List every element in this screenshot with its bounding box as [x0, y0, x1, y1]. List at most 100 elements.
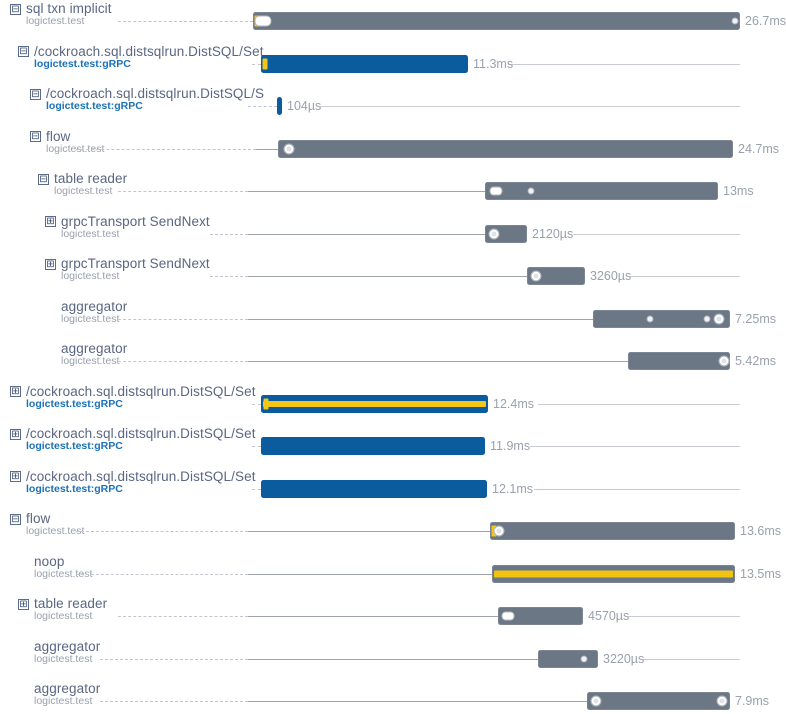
connector-dashed: [76, 148, 256, 150]
span-label-block: ⊟ flow logictest.test: [30, 129, 105, 155]
span-row[interactable]: ⊞ /cockroach.sql.distsqlrun.DistSQL/Set lo…: [0, 425, 786, 468]
span-row[interactable]: ⊞ /cockroach.sql.distsqlrun.DistSQL/Set lo…: [0, 383, 786, 426]
connector-dashed: [248, 106, 277, 107]
span-operation-line: ⊟ /cockroach.sql.distsqlrun.DistSQL/S: [30, 86, 264, 101]
connector-tail: [508, 63, 740, 65]
span-marker[interactable]: [493, 525, 505, 537]
span-marker[interactable]: [718, 355, 730, 367]
span-label-block: ⊟ table reader logictest.test: [38, 171, 127, 197]
span-duration-label: 26.7ms: [745, 14, 786, 28]
span-duration-bar[interactable]: [278, 139, 733, 158]
span-row[interactable]: ⊟ flow logictest.test 13.6ms: [0, 510, 786, 553]
span-row[interactable]: ⊟ /cockroach.sql.distsqlrun.DistSQL/S logi…: [0, 85, 786, 128]
span-marker[interactable]: [263, 398, 269, 409]
span-row[interactable]: ⊞ grpcTransport SendNext logictest.test 212…: [0, 213, 786, 256]
span-marker[interactable]: [488, 228, 500, 239]
toggle-spacer: [45, 344, 56, 355]
span-duration-bar[interactable]: [261, 54, 468, 73]
span-marker[interactable]: [283, 143, 295, 154]
connector-dashed: [252, 488, 261, 490]
span-operation-name: grpcTransport SendNext: [61, 213, 210, 229]
span-marker[interactable]: [530, 270, 542, 282]
span-service-name: logictest.test:gRPC: [26, 482, 123, 495]
connector-dashed: [118, 616, 248, 617]
span-row[interactable]: ⊞ table reader logictest.test 4570µs: [0, 595, 786, 638]
span-duration-bar[interactable]: [527, 267, 585, 285]
span-service-name: logictest.test:gRPC: [34, 57, 131, 70]
span-duration-label: 13.5ms: [740, 566, 781, 581]
span-marker[interactable]: [262, 58, 268, 69]
expand-icon[interactable]: ⊞: [18, 598, 29, 610]
span-duration-bar[interactable]: [277, 97, 282, 115]
expand-icon[interactable]: ⊞: [10, 428, 21, 440]
span-marker[interactable]: [489, 186, 503, 196]
span-row[interactable]: aggregator logictest.test 7.25ms: [0, 298, 786, 341]
span-marker[interactable]: [527, 187, 535, 195]
span-duration-label: 13ms: [723, 184, 754, 198]
span-duration-label: 3220µs: [603, 651, 645, 666]
span-marker[interactable]: [646, 315, 654, 322]
span-operation-line: aggregator: [45, 299, 127, 314]
span-duration-bar[interactable]: [628, 352, 730, 370]
span-row[interactable]: ⊟ table reader logictest.test 13ms: [0, 170, 786, 213]
span-duration-label: 104µs: [287, 99, 322, 113]
span-duration-bar[interactable]: [261, 437, 485, 455]
span-operation-name: /cockroach.sql.distsqlrun.DistSQL/Set: [26, 426, 256, 441]
expand-icon[interactable]: ⊞: [45, 258, 56, 270]
span-operation-name: sql txn implicit: [26, 1, 112, 16]
collapse-icon[interactable]: ⊟: [38, 173, 49, 185]
span-duration-bar[interactable]: [593, 309, 730, 328]
span-marker[interactable]: [501, 611, 515, 621]
collapse-icon[interactable]: ⊟: [10, 513, 21, 525]
span-service-name: logictest.test: [26, 15, 85, 28]
span-operation-name: /cockroach.sql.distsqlrun.DistSQL/Set: [26, 383, 256, 399]
span-duration-label: 3260µs: [590, 269, 632, 283]
span-operation-line: ⊟ table reader: [38, 171, 127, 186]
span-row[interactable]: noop logictest.test 13.5ms: [0, 553, 786, 596]
span-duration-bar[interactable]: [261, 479, 487, 498]
span-row[interactable]: aggregator logictest.test 5.42ms: [0, 340, 786, 383]
span-label-block: aggregator logictest.test: [45, 341, 127, 367]
span-row[interactable]: ⊟ /cockroach.sql.distsqlrun.DistSQL/Set lo…: [0, 43, 786, 86]
span-duration-bar[interactable]: [587, 692, 730, 710]
collapse-icon[interactable]: ⊟: [30, 131, 41, 143]
span-operation-line: ⊞ /cockroach.sql.distsqlrun.DistSQL/Set: [10, 469, 256, 484]
span-row[interactable]: ⊞ grpcTransport SendNext logictest.test 326…: [0, 255, 786, 298]
collapse-icon[interactable]: ⊟: [30, 88, 41, 100]
span-duration-bar[interactable]: [492, 564, 735, 583]
span-duration-bar[interactable]: [485, 182, 718, 200]
span-marker[interactable]: [731, 17, 739, 25]
expand-icon[interactable]: ⊞: [10, 471, 21, 483]
span-duration-bar[interactable]: [261, 394, 488, 413]
span-marker[interactable]: [491, 525, 497, 537]
connector-solid: [248, 573, 492, 575]
span-marker[interactable]: [254, 15, 272, 27]
collapse-icon[interactable]: ⊟: [18, 46, 29, 58]
collapse-icon[interactable]: ⊟: [10, 3, 21, 15]
span-row[interactable]: ⊞ /cockroach.sql.distsqlrun.DistSQL/Set lo…: [0, 468, 786, 511]
span-row[interactable]: ⊟ sql txn implicit logictest.test 26.7ms: [0, 0, 786, 43]
span-marker[interactable]: [703, 315, 711, 322]
span-duration-bar[interactable]: [498, 607, 583, 625]
span-duration-bar[interactable]: [253, 12, 740, 30]
span-marker[interactable]: [713, 313, 725, 324]
span-label-block: aggregator logictest.test: [45, 299, 127, 325]
span-row[interactable]: ⊟ flow logictest.test 24.7ms: [0, 128, 786, 171]
span-marker[interactable]: [716, 695, 728, 707]
expand-icon[interactable]: ⊞: [45, 216, 56, 228]
span-duration-bar[interactable]: [490, 522, 735, 540]
span-duration-bar[interactable]: [485, 224, 527, 243]
expand-icon[interactable]: ⊞: [10, 386, 21, 398]
span-marker[interactable]: [590, 695, 602, 707]
span-row[interactable]: aggregator logictest.test 3220µs: [0, 638, 786, 681]
span-service-name: logictest.test: [34, 695, 93, 708]
span-service-name: logictest.test: [46, 142, 105, 155]
connector-tail: [628, 616, 740, 617]
span-row[interactable]: aggregator logictest.test 7.9ms: [0, 680, 786, 714]
span-operation-line: aggregator: [18, 681, 100, 696]
span-duration-label: 5.42ms: [735, 354, 776, 368]
span-marker[interactable]: [580, 655, 588, 662]
span-duration-bar[interactable]: [538, 649, 598, 668]
span-duration-label: 12.4ms: [493, 396, 534, 411]
